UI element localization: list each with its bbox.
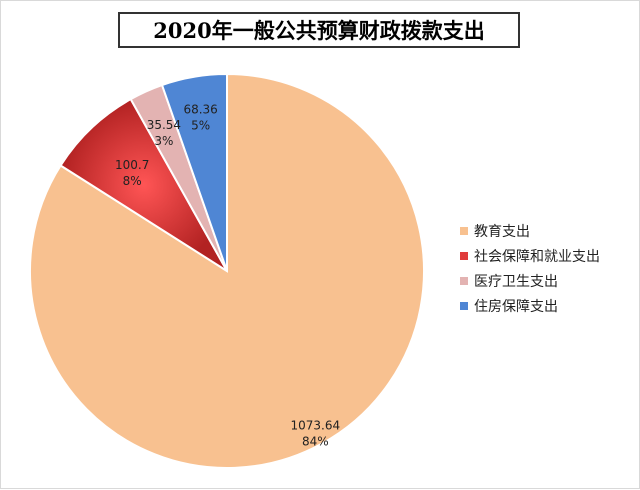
legend-label: 医疗卫生支出 [474, 273, 558, 290]
legend-swatch [460, 276, 468, 285]
legend-label: 住房保障支出 [474, 298, 558, 315]
pie-slice-4 [160, 72, 228, 272]
data-label-value: 35.54 [147, 118, 181, 132]
data-label-percent: 8% [123, 174, 142, 188]
legend-item-2: 社会保障和就业支出 [460, 243, 600, 268]
data-label-1: 1073.64 84% [290, 419, 340, 449]
data-label-4: 68.36 5% [183, 103, 217, 133]
data-label-percent: 5% [191, 119, 210, 133]
chart-legend: 教育支出社会保障和就业支出 医疗卫生支出 住房保障支出 [460, 218, 600, 318]
data-label-2: 100.7 8% [115, 158, 149, 188]
data-label-percent: 84% [302, 435, 329, 449]
legend-item-4: 住房保障支出 [460, 293, 600, 318]
data-label-value: 1073.64 [290, 419, 340, 433]
chart-title: 2020年一般公共预算财政拨款支出 [118, 12, 520, 48]
data-label-value: 68.36 [183, 103, 217, 117]
data-label-percent: 3% [154, 134, 173, 148]
legend-item-3: 医疗卫生支出 [460, 268, 600, 293]
data-label-value: 100.7 [115, 158, 149, 172]
legend-swatch [460, 301, 468, 310]
legend-swatch [460, 226, 468, 235]
data-label-3: 35.54 3% [147, 118, 181, 148]
pie-slice-2 [59, 97, 228, 272]
legend-item-1: 教育支出 [460, 218, 600, 243]
legend-label: 教育支出 [474, 223, 530, 240]
legend-swatch [460, 251, 468, 260]
legend-label: 社会保障和就业支出 [474, 248, 600, 265]
